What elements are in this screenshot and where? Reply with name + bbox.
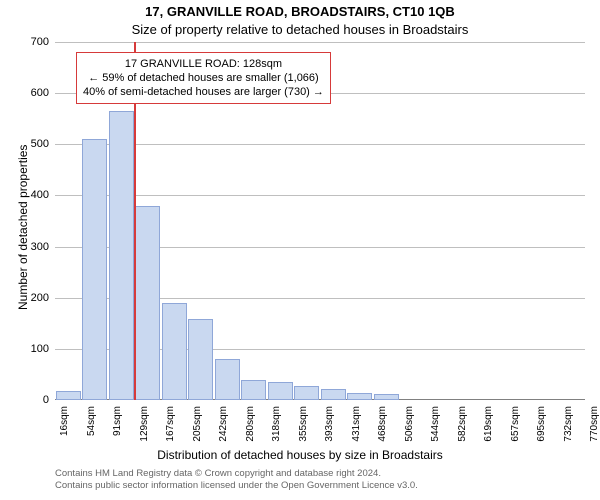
xtick-label: 393sqm (325, 406, 335, 446)
ytick-label: 200 (15, 293, 49, 304)
callout-line: 40% of semi-detached houses are larger (… (83, 85, 324, 99)
histogram-bar (109, 111, 134, 400)
page-title-subject: Size of property relative to detached ho… (0, 22, 600, 37)
xtick-label: 619sqm (484, 406, 494, 446)
ytick-label: 500 (15, 139, 49, 150)
histogram-bar (268, 382, 293, 400)
ytick-label: 700 (15, 37, 49, 48)
y-axis-label: Number of detached properties (16, 145, 30, 310)
xtick-label: 695sqm (537, 406, 547, 446)
xtick-label: 54sqm (87, 406, 97, 446)
footer-line: Contains HM Land Registry data © Crown c… (55, 468, 418, 480)
histogram-bar (162, 303, 187, 400)
histogram-bar (374, 394, 399, 400)
histogram-bar (321, 389, 346, 400)
xtick-label: 16sqm (60, 406, 70, 446)
marker-callout: 17 GRANVILLE ROAD: 128sqm← 59% of detach… (76, 52, 331, 104)
xtick-label: 770sqm (590, 406, 600, 446)
ytick-label: 0 (15, 395, 49, 406)
callout-line: 17 GRANVILLE ROAD: 128sqm (83, 57, 324, 71)
xtick-label: 242sqm (219, 406, 229, 446)
histogram-bar (135, 206, 160, 400)
histogram-bar (347, 393, 372, 400)
xtick-label: 129sqm (140, 406, 150, 446)
histogram-bar (188, 319, 213, 400)
histogram-bar (294, 386, 319, 400)
ytick-label: 100 (15, 344, 49, 355)
callout-line: ← 59% of detached houses are smaller (1,… (83, 71, 324, 85)
xtick-label: 657sqm (511, 406, 521, 446)
xtick-label: 355sqm (299, 406, 309, 446)
xtick-label: 732sqm (564, 406, 574, 446)
xtick-label: 280sqm (246, 406, 256, 446)
histogram-bar (241, 380, 266, 400)
histogram-bar (82, 139, 107, 400)
xtick-label: 582sqm (458, 406, 468, 446)
ytick-label: 600 (15, 88, 49, 99)
histogram-bar (56, 391, 81, 400)
xtick-label: 431sqm (352, 406, 362, 446)
xtick-label: 318sqm (272, 406, 282, 446)
ytick-label: 300 (15, 242, 49, 253)
xtick-label: 506sqm (405, 406, 415, 446)
xtick-label: 544sqm (431, 406, 441, 446)
ytick-label: 400 (15, 190, 49, 201)
histogram-bar (215, 359, 240, 400)
xtick-label: 91sqm (113, 406, 123, 446)
footer-line: Contains public sector information licen… (55, 480, 418, 492)
footer-attribution: Contains HM Land Registry data © Crown c… (55, 468, 418, 492)
xtick-label: 167sqm (166, 406, 176, 446)
page-title-address: 17, GRANVILLE ROAD, BROADSTAIRS, CT10 1Q… (0, 4, 600, 19)
xtick-label: 468sqm (378, 406, 388, 446)
xtick-label: 205sqm (193, 406, 203, 446)
x-axis-label: Distribution of detached houses by size … (0, 448, 600, 462)
